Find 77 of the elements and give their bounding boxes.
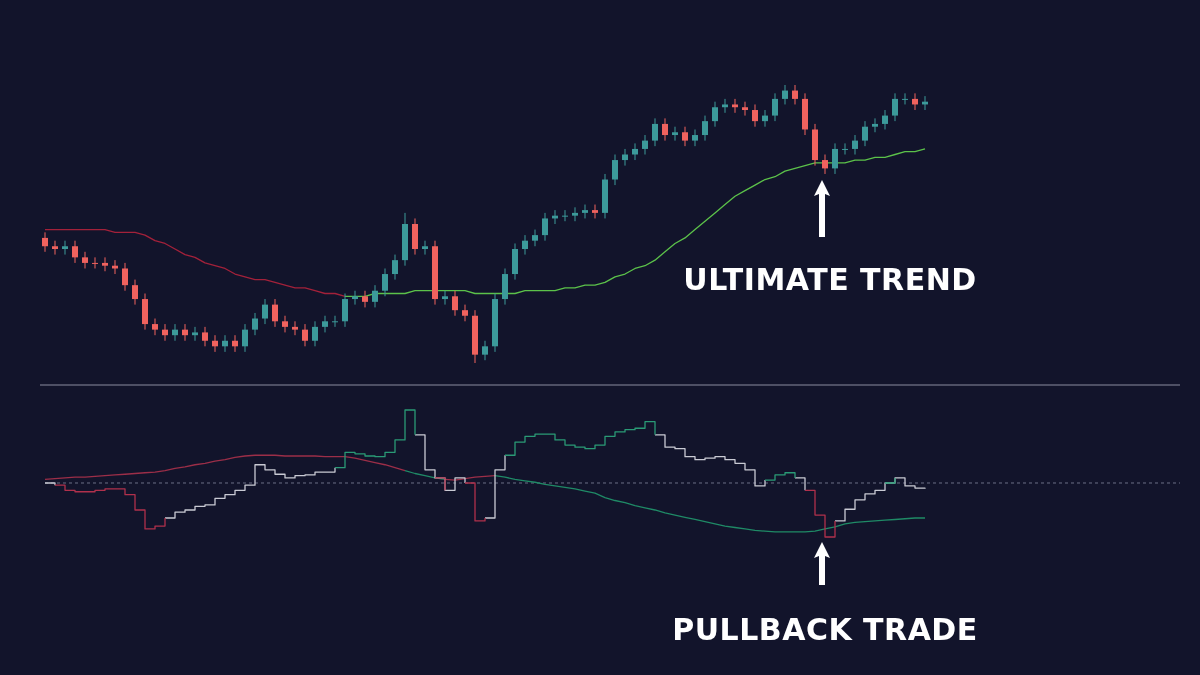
candlestick	[702, 115, 708, 142]
candlestick	[562, 209, 568, 222]
candlestick	[582, 204, 588, 219]
candlestick	[372, 284, 378, 308]
candlestick	[152, 318, 158, 336]
candlestick	[832, 142, 838, 175]
candlestick	[192, 326, 198, 342]
candlestick	[242, 323, 248, 353]
candlestick	[632, 142, 638, 161]
candlestick	[722, 98, 728, 114]
candlestick	[422, 240, 428, 256]
candlestick	[662, 117, 668, 142]
candlestick	[892, 92, 898, 122]
candlestick	[872, 117, 878, 133]
candlestick	[52, 240, 58, 256]
candlestick	[732, 98, 738, 114]
candlestick	[902, 92, 908, 105]
candlestick	[182, 323, 188, 342]
candlestick	[282, 315, 288, 333]
candlestick	[882, 109, 888, 130]
candlestick	[332, 315, 338, 328]
candlestick	[362, 290, 368, 308]
candlestick	[532, 229, 538, 247]
candlestick	[772, 92, 778, 122]
candlestick	[852, 134, 858, 155]
candlestick	[262, 298, 268, 325]
candlestick	[692, 128, 698, 147]
candlestick	[392, 254, 398, 281]
candlestick	[712, 101, 718, 128]
candlestick	[172, 323, 178, 342]
candlestick	[312, 320, 318, 347]
candlestick	[762, 109, 768, 128]
candlestick	[542, 212, 548, 242]
candlestick	[92, 256, 98, 269]
candlestick	[272, 298, 278, 328]
candlestick	[482, 340, 488, 361]
candlestick	[72, 240, 78, 264]
candlestick	[592, 204, 598, 219]
candlestick	[862, 120, 868, 147]
candlestick	[292, 320, 298, 336]
candlestick	[782, 84, 788, 105]
candlestick	[252, 312, 258, 336]
candlestick	[82, 251, 88, 269]
candlestick	[912, 92, 918, 111]
candlestick	[442, 290, 448, 306]
candlestick	[162, 323, 168, 342]
candlestick	[202, 326, 208, 347]
candlestick	[132, 279, 138, 306]
candlestick	[102, 256, 108, 272]
candlestick	[672, 126, 678, 142]
candlestick	[342, 293, 348, 328]
candlestick	[822, 154, 828, 175]
candlestick	[642, 134, 648, 155]
candlestick	[232, 334, 238, 353]
candlestick	[572, 206, 578, 222]
text: PULLBACK TRADE	[672, 612, 978, 647]
candlestick	[212, 334, 218, 353]
candlestick	[42, 231, 48, 253]
candlestick	[752, 103, 758, 128]
candlestick	[352, 290, 358, 306]
candlestick	[452, 290, 458, 317]
candlestick	[742, 101, 748, 117]
candlestick	[842, 142, 848, 155]
candlestick	[62, 240, 68, 256]
candlestick	[302, 323, 308, 347]
candlestick	[622, 148, 628, 167]
candlestick	[462, 304, 468, 322]
annotation: ULTIMATE TREND	[683, 262, 977, 297]
candlestick	[682, 126, 688, 147]
candlestick	[382, 267, 388, 297]
candlestick	[122, 262, 128, 292]
candlestick	[792, 84, 798, 105]
candlestick	[222, 334, 228, 353]
candlestick	[322, 315, 328, 333]
candlestick	[652, 117, 658, 147]
candlestick	[522, 234, 528, 256]
candlestick	[612, 154, 618, 186]
